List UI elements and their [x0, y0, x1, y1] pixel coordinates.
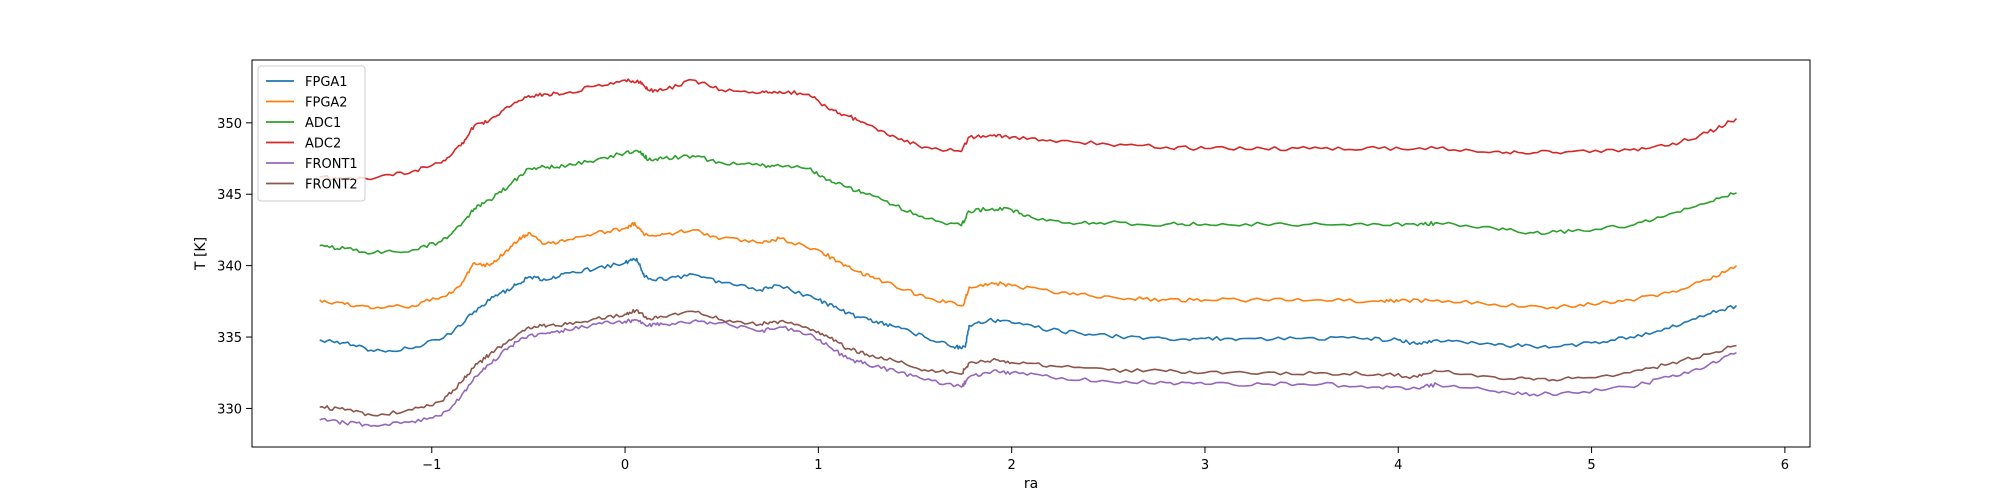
- x-tick-label: 3: [1201, 458, 1209, 473]
- legend-label-front2: FRONT2: [305, 178, 358, 193]
- y-axis-label: T [K]: [193, 237, 209, 271]
- y-axis: 330 335 340 345 350: [217, 117, 252, 417]
- x-axis: −1 0 1 2 3 4 5 6: [422, 447, 1789, 473]
- legend-label-fpga1: FPGA1: [305, 75, 348, 90]
- x-axis-label: ra: [1024, 476, 1038, 492]
- x-tick-label: 2: [1008, 458, 1016, 473]
- legend-label-adc1: ADC1: [305, 116, 341, 131]
- series-group: [319, 78, 1738, 427]
- series-line-fpga1: [319, 257, 1738, 353]
- x-tick-label: 4: [1394, 458, 1402, 473]
- plot-frame: [251, 59, 1811, 448]
- y-tick-label: 340: [217, 260, 242, 275]
- x-tick-label: 1: [814, 458, 822, 473]
- legend: FPGA1 FPGA2 ADC1 ADC2 FRONT1 FRONT2: [257, 65, 366, 202]
- x-tick-label: 5: [1587, 458, 1595, 473]
- series-line-front1: [319, 318, 1737, 427]
- legend-box: [257, 65, 366, 202]
- series-line-adc1: [319, 149, 1737, 255]
- legend-label-adc2: ADC2: [305, 137, 341, 152]
- x-tick-label: −1: [422, 458, 441, 473]
- series-line-front2: [319, 308, 1737, 417]
- y-tick-label: 330: [217, 402, 242, 417]
- y-tick-label: 350: [217, 117, 242, 132]
- x-tick-label: 0: [621, 458, 629, 473]
- legend-label-fpga2: FPGA2: [305, 96, 348, 111]
- y-tick-label: 335: [217, 331, 242, 346]
- series-line-adc2: [319, 78, 1738, 181]
- y-tick-label: 345: [217, 188, 242, 203]
- series-line-fpga2: [319, 221, 1738, 310]
- x-tick-label: 6: [1781, 458, 1789, 473]
- legend-label-front1: FRONT1: [305, 157, 358, 172]
